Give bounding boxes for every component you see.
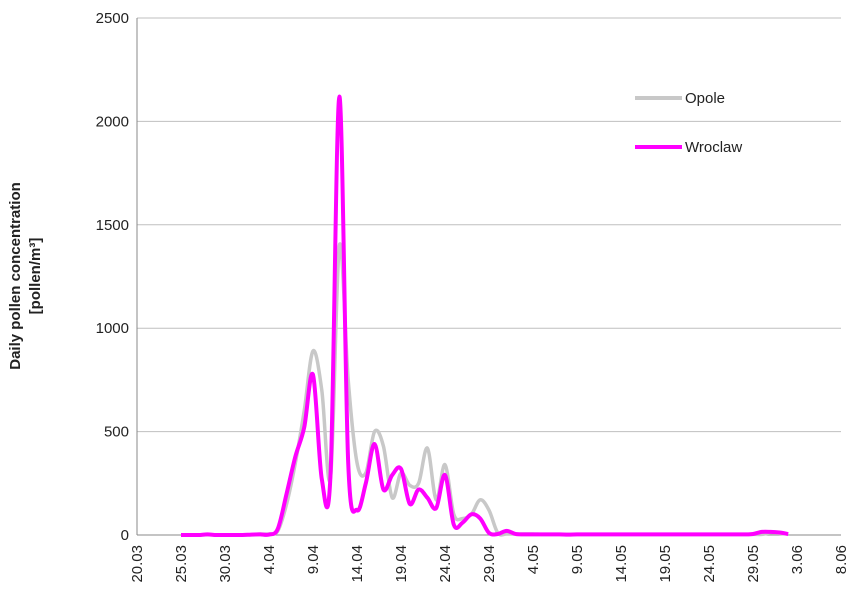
x-tick-label: 4.05 xyxy=(525,545,542,574)
x-tick-label: 9.04 xyxy=(305,545,322,574)
x-tick-label: 3.06 xyxy=(789,545,806,574)
x-tick-label: 30.03 xyxy=(217,545,234,583)
x-tick-label: 24.04 xyxy=(437,545,454,583)
y-tick-label: 0 xyxy=(121,527,129,544)
x-tick-label: 29.04 xyxy=(481,545,498,583)
x-tick-label: 8.06 xyxy=(833,545,850,574)
x-tick-label: 9.05 xyxy=(569,545,586,574)
x-tick-label: 25.03 xyxy=(173,545,190,583)
y-tick-label: 2000 xyxy=(96,113,129,130)
data-line xyxy=(181,242,789,537)
y-axis-title: Daily pollen concentration xyxy=(7,182,24,370)
y-tick-label: 500 xyxy=(104,424,129,441)
x-tick-label: 20.03 xyxy=(129,545,146,583)
x-tick-label: 24.05 xyxy=(701,545,718,583)
y-tick-label: 1500 xyxy=(96,217,129,234)
x-tick-label: 14.05 xyxy=(613,545,630,583)
y-tick-label: 1000 xyxy=(96,320,129,337)
x-tick-label: 4.04 xyxy=(261,545,278,574)
y-tick-label: 2500 xyxy=(96,10,129,27)
x-tick-label: 19.05 xyxy=(657,545,674,583)
legend-label: Wroclaw xyxy=(685,139,742,156)
x-tick-label: 14.04 xyxy=(349,545,366,583)
x-tick-label: 19.04 xyxy=(393,545,410,583)
legend-label: Opole xyxy=(685,90,725,107)
y-axis-title: [pollen/m³] xyxy=(27,238,44,315)
data-line xyxy=(181,94,789,538)
x-tick-label: 29.05 xyxy=(745,545,762,583)
